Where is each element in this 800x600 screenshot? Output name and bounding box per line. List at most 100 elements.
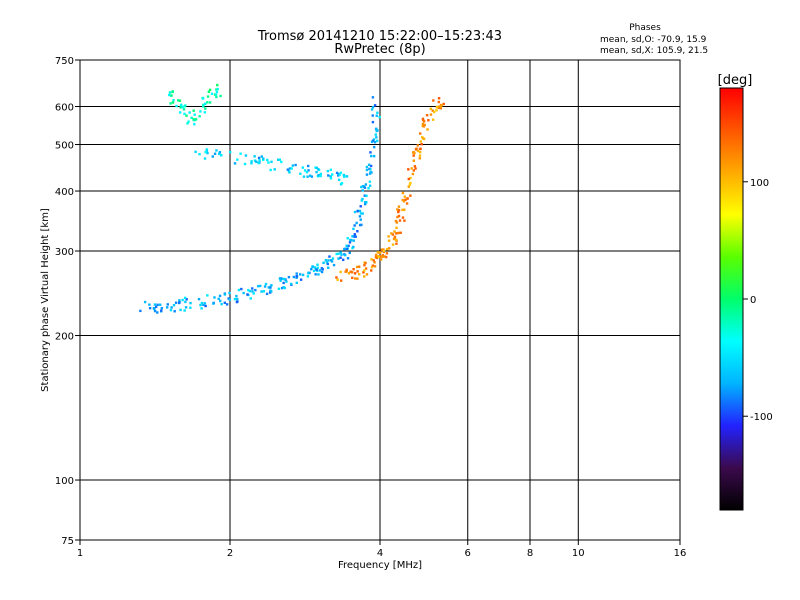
data-point	[160, 309, 163, 312]
data-point	[373, 104, 377, 107]
data-point	[288, 167, 292, 170]
data-point	[143, 300, 147, 304]
data-point	[353, 210, 357, 214]
data-point	[322, 261, 325, 264]
data-point	[278, 158, 281, 161]
data-point	[187, 120, 190, 123]
data-point	[217, 297, 220, 301]
data-point	[192, 109, 195, 112]
data-point	[339, 256, 342, 259]
data-point	[421, 118, 425, 122]
data-point	[290, 167, 293, 170]
data-point	[310, 175, 314, 178]
data-point	[375, 136, 378, 139]
data-point	[315, 166, 318, 170]
data-point	[270, 290, 273, 293]
data-point	[345, 268, 348, 272]
data-point	[439, 107, 443, 110]
data-point	[198, 115, 201, 118]
data-point	[391, 243, 395, 246]
data-point	[280, 286, 284, 290]
data-point	[208, 88, 212, 92]
data-point	[395, 226, 398, 230]
data-point	[429, 107, 433, 111]
data-point	[385, 252, 389, 255]
data-point	[435, 109, 438, 112]
data-point	[326, 262, 329, 266]
data-point	[283, 286, 287, 290]
data-point	[325, 261, 329, 264]
data-point	[363, 269, 366, 272]
data-point	[185, 298, 188, 301]
data-point	[344, 270, 347, 273]
data-point	[156, 303, 159, 307]
data-point	[258, 158, 261, 162]
data-point	[365, 194, 368, 198]
data-point	[364, 261, 367, 265]
data-point	[367, 163, 371, 166]
data-point	[319, 174, 322, 178]
axes: 1 2 4 6 8 10 16 75 100 200 300 400 500 600 750	[55, 56, 686, 559]
data-point	[401, 198, 404, 202]
data-point	[345, 247, 349, 251]
data-point	[397, 214, 401, 218]
data-point	[425, 114, 429, 117]
data-point	[315, 170, 318, 174]
data-point	[419, 132, 422, 135]
data-point	[432, 99, 435, 102]
data-point	[418, 154, 422, 157]
data-point	[394, 219, 398, 223]
data-point	[383, 255, 386, 258]
data-point	[181, 105, 184, 109]
data-point	[356, 277, 359, 280]
data-point	[371, 96, 375, 99]
data-point	[181, 298, 184, 302]
data-point	[395, 232, 398, 235]
data-point	[267, 286, 270, 289]
data-point	[199, 303, 202, 307]
data-point	[370, 258, 373, 261]
data-point	[251, 290, 254, 293]
data-point	[339, 251, 342, 254]
data-point	[370, 108, 374, 111]
data-point	[440, 104, 444, 107]
data-point	[362, 185, 366, 188]
data-point	[316, 263, 319, 266]
chart-title: Tromsø 20141210 15:22:00–15:23:43	[257, 29, 502, 44]
data-point	[295, 276, 298, 279]
data-point	[175, 104, 178, 108]
y-tick-label: 200	[55, 332, 74, 343]
data-point	[374, 253, 378, 257]
data-point	[153, 303, 157, 306]
data-point	[262, 290, 265, 293]
data-point	[317, 273, 320, 276]
data-point	[243, 162, 247, 166]
data-point	[388, 247, 391, 250]
data-point	[420, 143, 423, 146]
data-point	[381, 254, 385, 257]
x-tick-label: 16	[674, 548, 687, 559]
data-point	[431, 109, 434, 112]
data-point	[213, 152, 217, 155]
data-point	[148, 306, 152, 310]
data-point	[315, 268, 319, 271]
data-point	[204, 150, 207, 154]
data-point	[343, 175, 346, 178]
data-point	[412, 169, 416, 172]
data-point	[182, 108, 186, 111]
data-point	[350, 238, 353, 242]
data-point	[429, 113, 433, 116]
data-point	[393, 230, 396, 233]
data-point	[173, 310, 176, 313]
data-point	[294, 163, 297, 167]
data-point	[379, 251, 382, 254]
data-point	[233, 162, 237, 165]
data-point	[295, 281, 298, 285]
phase-annotation-x: mean, sd,X: 105.9, 21.5	[600, 46, 708, 56]
data-point	[411, 172, 415, 176]
data-point	[302, 175, 306, 178]
data-point	[223, 301, 227, 305]
data-point	[188, 111, 191, 114]
data-point	[252, 292, 255, 295]
plot-area	[80, 60, 680, 540]
